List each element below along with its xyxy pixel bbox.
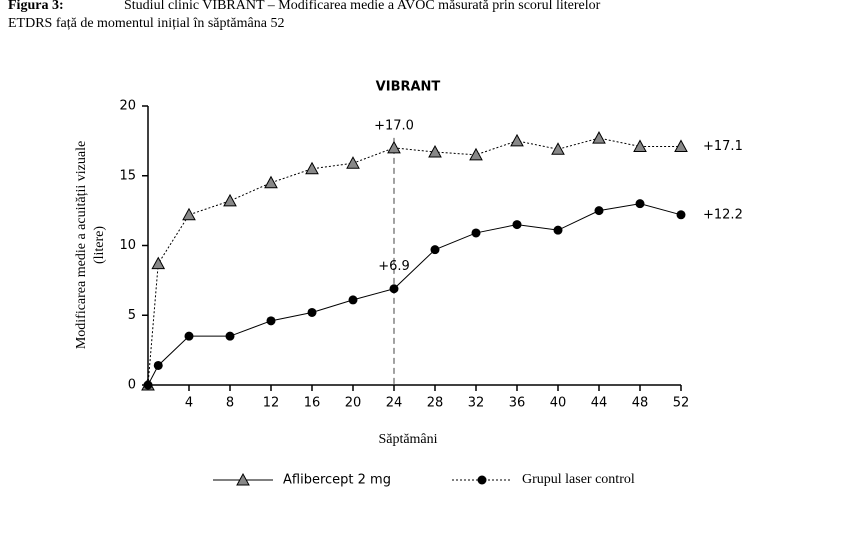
legend-marker [236, 472, 250, 486]
x-tick-label: 48 [632, 396, 649, 411]
marker [430, 245, 440, 255]
marker [151, 256, 166, 270]
marker [153, 360, 163, 370]
y-axis-label: (litere) [92, 226, 107, 264]
x-tick-label: 16 [304, 396, 321, 411]
marker [674, 139, 688, 152]
marker [184, 331, 194, 341]
caption-text: ETDRS față de momentul inițial în săptăm… [8, 16, 284, 31]
y-tick-label: 0 [128, 378, 136, 393]
marker [305, 161, 319, 175]
marker [553, 225, 563, 235]
caption-label: Figura 3: [8, 0, 64, 13]
marker [223, 193, 237, 207]
marker [307, 307, 317, 317]
marker [428, 144, 442, 158]
marker [225, 331, 235, 341]
marker [264, 175, 278, 189]
marker [471, 228, 481, 238]
marker [182, 207, 196, 221]
marker [592, 131, 606, 144]
marker [594, 206, 604, 216]
series-line [147, 203, 682, 386]
x-tick-label: 28 [427, 396, 444, 411]
value-label: +17.1 [703, 139, 743, 154]
x-tick-label: 32 [468, 396, 485, 411]
marker [676, 210, 686, 220]
x-axis-label: Săptămâni [378, 432, 437, 447]
y-tick-label: 5 [128, 308, 136, 323]
marker [635, 199, 645, 209]
y-tick-label: 10 [119, 238, 136, 253]
series-line [147, 137, 681, 386]
marker [551, 142, 565, 155]
value-label: +12.2 [703, 207, 743, 222]
y-tick-label: 15 [119, 168, 136, 183]
marker [389, 284, 399, 294]
marker [143, 380, 153, 390]
legend-label: Grupul laser control [522, 472, 635, 487]
marker [346, 156, 360, 169]
legend-marker [477, 475, 487, 485]
marker [633, 139, 647, 152]
x-tick-label: 24 [386, 396, 403, 411]
x-tick-label: 20 [345, 396, 362, 411]
marker [512, 220, 522, 230]
marker [469, 147, 483, 161]
y-tick-label: 20 [119, 99, 136, 114]
marker [266, 316, 276, 326]
value-label: +6.9 [378, 259, 410, 274]
marker [510, 133, 524, 147]
x-tick-label: 36 [509, 396, 526, 411]
x-tick-label: 40 [550, 396, 567, 411]
marker [348, 295, 358, 305]
chart-title: VIBRANT [376, 80, 441, 95]
x-tick-label: 8 [226, 396, 234, 411]
y-axis-label: Modificarea medie a acuității vizuale [74, 141, 89, 349]
x-tick-label: 4 [185, 396, 193, 411]
x-tick-label: 52 [673, 396, 690, 411]
value-label: +17.0 [374, 118, 414, 133]
marker [387, 140, 401, 154]
caption-text: Studiul clinic VIBRANT – Modificarea med… [124, 0, 601, 13]
x-tick-label: 44 [591, 396, 608, 411]
x-tick-label: 12 [263, 396, 280, 411]
legend-label: Aflibercept 2 mg [283, 473, 391, 488]
